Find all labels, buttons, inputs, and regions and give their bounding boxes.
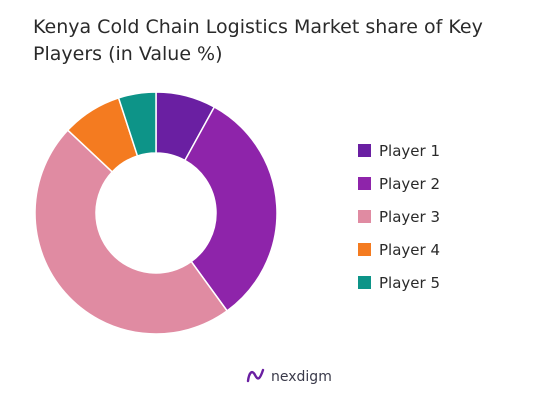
- legend-swatch: [358, 144, 371, 157]
- legend-label: Player 3: [379, 207, 440, 226]
- donut-slice-player-5: [117, 91, 157, 157]
- nexdigm-logo-icon: [246, 367, 266, 387]
- legend-swatch: [358, 276, 371, 289]
- legend-label: Player 4: [379, 240, 440, 259]
- legend-label: Player 1: [379, 141, 440, 160]
- legend-item-player-3: Player 3: [358, 200, 440, 233]
- legend-item-player-2: Player 2: [358, 167, 440, 200]
- donut-slice-player-3: [34, 129, 229, 335]
- legend-label: Player 2: [379, 174, 440, 193]
- legend-item-player-4: Player 4: [358, 233, 440, 266]
- chart-legend: Player 1 Player 2 Player 3 Player 4 Play…: [358, 134, 440, 299]
- legend-swatch: [358, 243, 371, 256]
- brand-logo: nexdigm: [246, 367, 332, 387]
- brand-name: nexdigm: [271, 369, 332, 385]
- legend-item-player-1: Player 1: [358, 134, 440, 167]
- legend-swatch: [358, 177, 371, 190]
- legend-swatch: [358, 210, 371, 223]
- chart-title: Kenya Cold Chain Logistics Market share …: [33, 16, 483, 65]
- legend-label: Player 5: [379, 273, 440, 292]
- donut-slice-player-2: [183, 105, 278, 312]
- legend-item-player-5: Player 5: [358, 266, 440, 299]
